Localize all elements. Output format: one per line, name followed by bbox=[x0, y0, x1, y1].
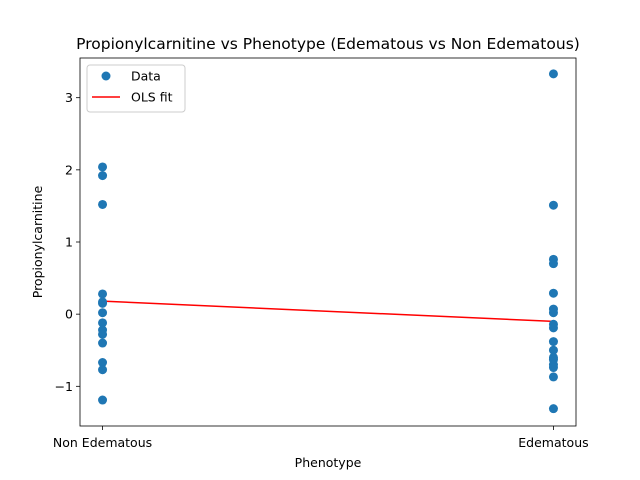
data-point bbox=[98, 289, 108, 299]
legend-data-marker bbox=[101, 71, 111, 81]
y-tick-label: 0 bbox=[65, 307, 73, 322]
data-point bbox=[98, 338, 108, 348]
ols-fit-line bbox=[102, 300, 554, 323]
data-points-layer bbox=[98, 69, 558, 414]
legend-box bbox=[86, 64, 186, 113]
legend: Data OLS fit bbox=[86, 64, 186, 113]
y-tick-label: 1 bbox=[65, 235, 73, 250]
y-axis: −1 0 1 2 3 bbox=[55, 90, 80, 394]
x-axis-label: Phenotype bbox=[295, 455, 362, 470]
data-point bbox=[98, 365, 108, 375]
data-point bbox=[98, 318, 108, 328]
data-point bbox=[548, 308, 558, 318]
data-point bbox=[548, 288, 558, 298]
data-point bbox=[548, 345, 558, 355]
data-point bbox=[98, 162, 108, 172]
data-point bbox=[548, 200, 558, 210]
y-tick-label: 3 bbox=[65, 90, 73, 105]
data-point bbox=[98, 395, 108, 405]
x-axis: Non Edematous Edematous bbox=[53, 426, 589, 450]
data-point bbox=[98, 199, 108, 209]
data-point bbox=[98, 298, 108, 308]
y-tick-label: −1 bbox=[55, 379, 73, 394]
plot-area bbox=[79, 57, 577, 427]
chart-title: Propionylcarnitine vs Phenotype (Edemato… bbox=[76, 35, 580, 53]
x-tick-label: Edematous bbox=[518, 435, 588, 450]
data-point bbox=[98, 308, 108, 318]
data-point bbox=[548, 323, 558, 333]
plot-background bbox=[80, 58, 576, 426]
data-point bbox=[548, 372, 558, 382]
data-point bbox=[548, 69, 558, 79]
legend-data-label: Data bbox=[131, 69, 161, 84]
fit-line-layer bbox=[102, 300, 554, 323]
data-point bbox=[98, 171, 108, 181]
data-point bbox=[548, 404, 558, 414]
data-point bbox=[548, 337, 558, 347]
data-point bbox=[98, 329, 108, 339]
y-axis-label: Propionylcarnitine bbox=[30, 185, 45, 298]
y-tick-label: 2 bbox=[65, 162, 73, 177]
data-point bbox=[548, 363, 558, 373]
legend-fit-label: OLS fit bbox=[131, 90, 173, 105]
data-point bbox=[548, 259, 558, 269]
x-tick-label: Non Edematous bbox=[53, 435, 152, 450]
data-point bbox=[98, 358, 108, 368]
